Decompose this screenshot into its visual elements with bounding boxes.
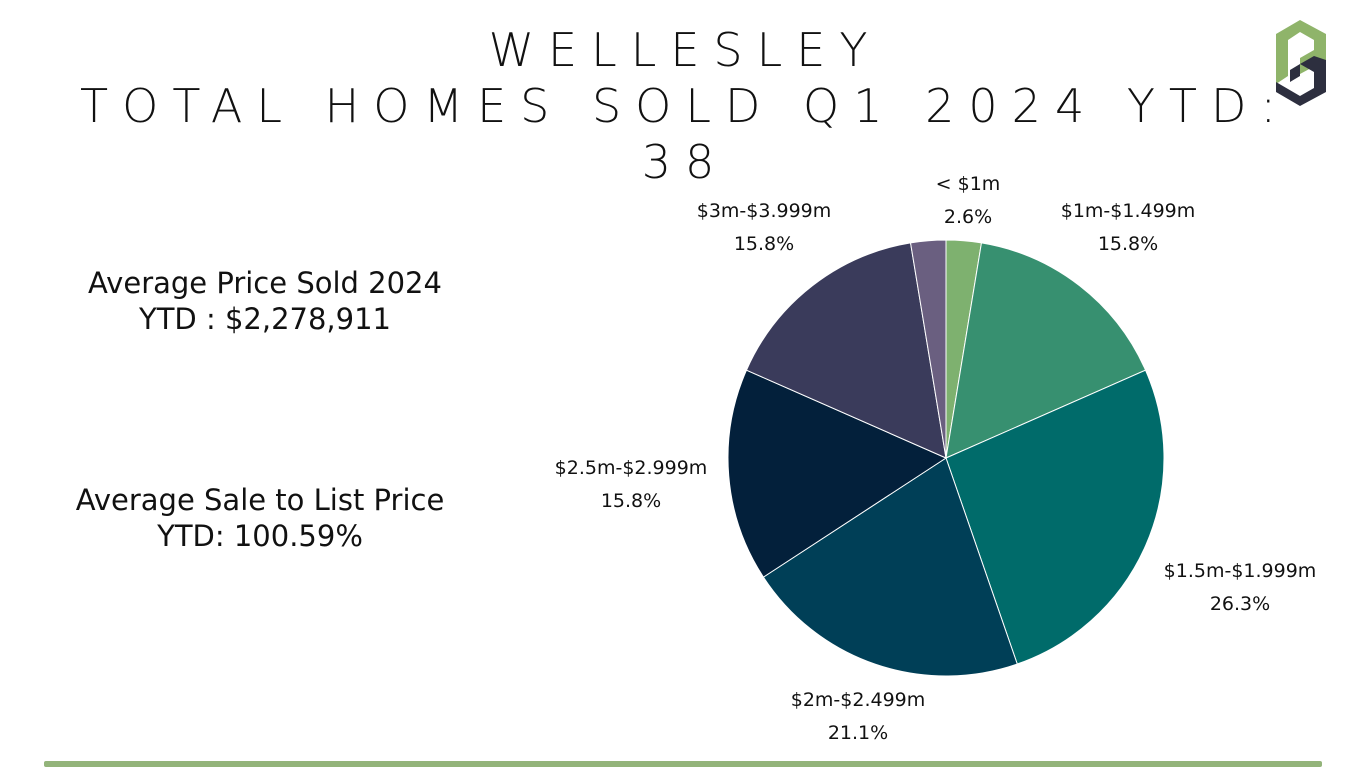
pie-slice-1-5m-1-999m (945, 369, 1165, 665)
slice-label-1-5m-1-999m: $1.5m-$1.999m (1164, 560, 1317, 582)
sale-to-list-stat: Average Sale to List Price YTD: 100.59% (30, 482, 490, 554)
slice-label-1m: < $1m (936, 173, 1001, 195)
slice-label-2-5m-2-999m: $2.5m-$2.999m (555, 457, 708, 479)
slice-value-label-1-5m-1-999m: 26.3% (1210, 593, 1270, 615)
slice-label-1m-1-499m: $1m-$1.499m (1061, 200, 1196, 222)
slice-value-label-1m-1-499m: 15.8% (1098, 233, 1158, 255)
sale-to-list-label: Average Sale to List Price (75, 483, 445, 517)
average-price-value: YTD : $2,278,911 (138, 302, 391, 336)
slice-value-label-2-5m-2-999m: 15.8% (601, 490, 661, 512)
pie-slice-2m-2-499m (762, 457, 1018, 677)
average-price-label: Average Price Sold 2024 (88, 266, 442, 300)
pie-slice-3m-3-999m (745, 242, 947, 459)
bottom-accent-rule (44, 761, 1322, 767)
average-price-stat: Average Price Sold 2024 YTD : $2,278,911 (40, 265, 490, 337)
slice-value-label-1m: 2.6% (944, 206, 992, 228)
title-line-3: 38 (641, 135, 729, 189)
pie-slice-1m-1-499m (945, 242, 1147, 459)
slice-label-3m-3-999m: $3m-$3.999m (697, 200, 832, 222)
title-line-1: WELLESLEY (488, 23, 882, 77)
slice-value-label-3m-3-999m: 15.8% (734, 233, 794, 255)
page-title: WELLESLEY TOTAL HOMES SOLD Q1 2024 YTD: … (80, 22, 1290, 190)
pd-logo-icon (1276, 20, 1326, 106)
slice-label-2m-2-499m: $2m-$2.499m (791, 689, 926, 711)
pie-slice-other-6 (909, 239, 947, 459)
sale-to-list-value: YTD: 100.59% (157, 519, 363, 553)
pie-slice-2-5m-2-999m (727, 369, 948, 578)
title-line-2: TOTAL HOMES SOLD Q1 2024 YTD: (80, 79, 1290, 133)
slice-value-label-2m-2-499m: 21.1% (828, 722, 888, 744)
